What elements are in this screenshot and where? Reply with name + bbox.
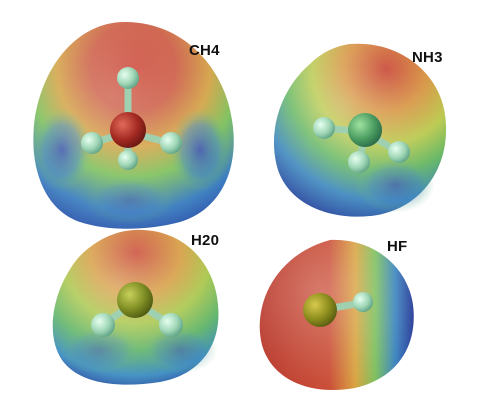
h2o-ball-and-stick — [91, 282, 183, 337]
h2o-label: H20 — [191, 232, 220, 249]
ch4-ball-and-stick — [81, 67, 182, 170]
nh3-ball-and-stick — [313, 113, 410, 173]
hf-ball-and-stick — [303, 292, 373, 327]
ch4-label: CH4 — [189, 42, 220, 59]
nh3-label: NH3 — [412, 49, 443, 66]
hf-potential-surface — [259, 239, 414, 391]
hf-label: HF — [387, 238, 408, 255]
